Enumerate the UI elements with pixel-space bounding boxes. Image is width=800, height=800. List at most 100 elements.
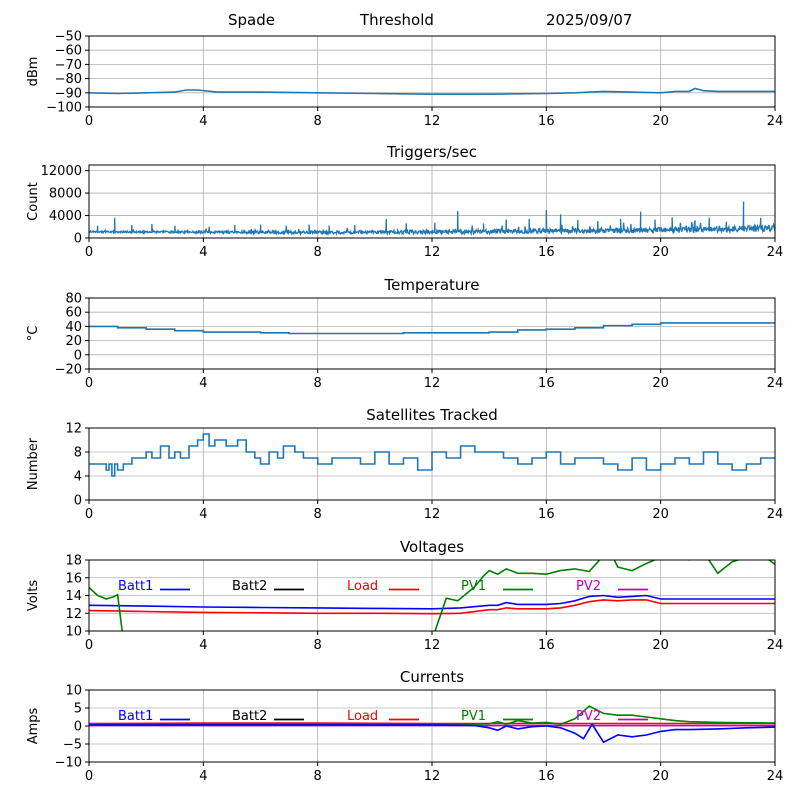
x-tick-label: 12 xyxy=(424,638,441,653)
axes-frame xyxy=(88,689,776,763)
x-tick-label: 4 xyxy=(199,638,207,653)
x-tick-label: 4 xyxy=(199,245,207,260)
x-tick-label: 8 xyxy=(314,638,322,653)
x-tick-label: 20 xyxy=(652,114,669,129)
series-line-batt1 xyxy=(89,594,775,610)
legend-label-batt1: Batt1 xyxy=(118,579,153,594)
axes-frame xyxy=(88,559,776,632)
y-tick-label: 0 xyxy=(74,348,82,363)
series-line-temperature xyxy=(89,322,775,335)
x-tick-label: 16 xyxy=(538,507,555,522)
y-tick-label: −20 xyxy=(55,363,82,378)
x-tick-label: 0 xyxy=(85,114,93,129)
x-tick-label: 12 xyxy=(424,376,441,391)
y-axis-label: dBm xyxy=(26,57,41,87)
x-tick-label: 4 xyxy=(199,507,207,522)
y-tick-label: 0 xyxy=(74,494,82,509)
x-tick-label: 0 xyxy=(85,245,93,260)
series-line-dbm xyxy=(89,87,775,95)
series-line-batt1 xyxy=(89,722,775,744)
y-axis-label: Volts xyxy=(26,580,41,612)
legend-label-batt2: Batt2 xyxy=(232,579,267,594)
chart-title: Temperature xyxy=(383,276,479,294)
chart-title: Triggers/sec xyxy=(386,143,477,161)
chart-triggers: Triggers/sec Count 0 4 8 12 16 20 24 0 4000 8000 120… xyxy=(26,143,783,260)
y-tick-label: −60 xyxy=(55,44,82,59)
axes-frame xyxy=(88,427,776,501)
y-tick-label: 10 xyxy=(65,684,82,699)
x-tick-label: 8 xyxy=(314,769,322,784)
y-tick-label: 16 xyxy=(65,571,82,586)
x-tick-label: 4 xyxy=(199,376,207,391)
legend-label-batt2: Batt2 xyxy=(232,709,267,724)
x-tick-label: 16 xyxy=(538,638,555,653)
y-tick-label: −100 xyxy=(46,101,82,116)
y-tick-label: 8000 xyxy=(49,187,82,202)
plot-area xyxy=(89,560,775,631)
y-tick-label: 20 xyxy=(65,334,82,349)
y-tick-label: 8 xyxy=(74,446,82,461)
x-tick-label: 12 xyxy=(424,507,441,522)
x-tick-label: 20 xyxy=(652,638,669,653)
chart-currents: Currents Amps 0 4 8 12 16 20 24 −10 −5 0 5 10 Batt1 Bat… xyxy=(26,668,783,784)
y-tick-label: 4000 xyxy=(49,209,82,224)
x-tick-label: 12 xyxy=(424,114,441,129)
x-tick-label: 24 xyxy=(767,114,784,129)
y-axis-label: Amps xyxy=(26,707,41,744)
x-tick-label: 8 xyxy=(314,507,322,522)
chart-satellites: Satellites Tracked Number 0 4 8 12 16 20 24 0 4 8 12 xyxy=(26,406,783,522)
x-tick-label: 0 xyxy=(85,376,93,391)
x-tick-label: 0 xyxy=(85,769,93,784)
x-tick-label: 8 xyxy=(314,114,322,129)
y-tick-label: −5 xyxy=(63,738,82,753)
x-tick-label: 16 xyxy=(538,114,555,129)
y-tick-label: 12000 xyxy=(41,164,82,179)
legend-label-load: Load xyxy=(347,579,378,594)
axes-frame xyxy=(88,164,776,239)
y-tick-label: 10 xyxy=(65,625,82,640)
y-tick-label: 0 xyxy=(74,232,82,247)
y-axis-label: Number xyxy=(26,437,41,490)
y-tick-label: 60 xyxy=(65,306,82,321)
legend-label-pv2: PV2 xyxy=(576,709,601,724)
x-tick-label: 16 xyxy=(538,376,555,391)
x-tick-label: 0 xyxy=(85,638,93,653)
y-tick-label: 12 xyxy=(65,422,82,437)
x-tick-label: 4 xyxy=(199,114,207,129)
chart-title: Satellites Tracked xyxy=(366,406,497,424)
legend-label-load: Load xyxy=(347,709,378,724)
y-tick-label: 18 xyxy=(65,554,82,569)
y-tick-label: 80 xyxy=(65,292,82,307)
x-tick-label: 12 xyxy=(424,245,441,260)
plot-area xyxy=(89,322,775,335)
y-tick-label: 40 xyxy=(65,320,82,335)
x-tick-label: 20 xyxy=(652,507,669,522)
x-tick-label: 16 xyxy=(538,245,555,260)
x-tick-label: 8 xyxy=(314,376,322,391)
report-date: 2025/09/07 xyxy=(546,11,633,29)
y-tick-label: 0 xyxy=(74,720,82,735)
series-line-load xyxy=(89,599,775,615)
x-tick-label: 24 xyxy=(767,769,784,784)
x-tick-label: 20 xyxy=(652,376,669,391)
x-tick-label: 20 xyxy=(652,769,669,784)
x-tick-label: 24 xyxy=(767,245,784,260)
chart-voltages: Voltages Volts 0 4 8 12 16 20 24 10 12 14 16 18 Batt1 B… xyxy=(26,538,783,653)
x-tick-label: 12 xyxy=(424,769,441,784)
chart-dbm: dBm 0 4 8 12 16 20 24 −100−90−80−70−60−50 xyxy=(26,30,783,130)
trigger-mode: Threshold xyxy=(360,11,434,29)
axes-frame xyxy=(88,35,776,108)
plot-area xyxy=(89,87,775,95)
x-tick-label: 20 xyxy=(652,245,669,260)
y-tick-label: −50 xyxy=(55,30,82,45)
series-line-pv1 xyxy=(89,560,775,631)
axes-frame xyxy=(88,297,776,370)
y-tick-label: −70 xyxy=(55,58,82,73)
y-tick-label: 14 xyxy=(65,589,82,604)
x-tick-label: 24 xyxy=(767,507,784,522)
y-tick-label: −90 xyxy=(55,86,82,101)
station-name: Spade xyxy=(228,11,275,29)
chart-title: Currents xyxy=(400,668,464,686)
plot-area xyxy=(89,705,775,744)
